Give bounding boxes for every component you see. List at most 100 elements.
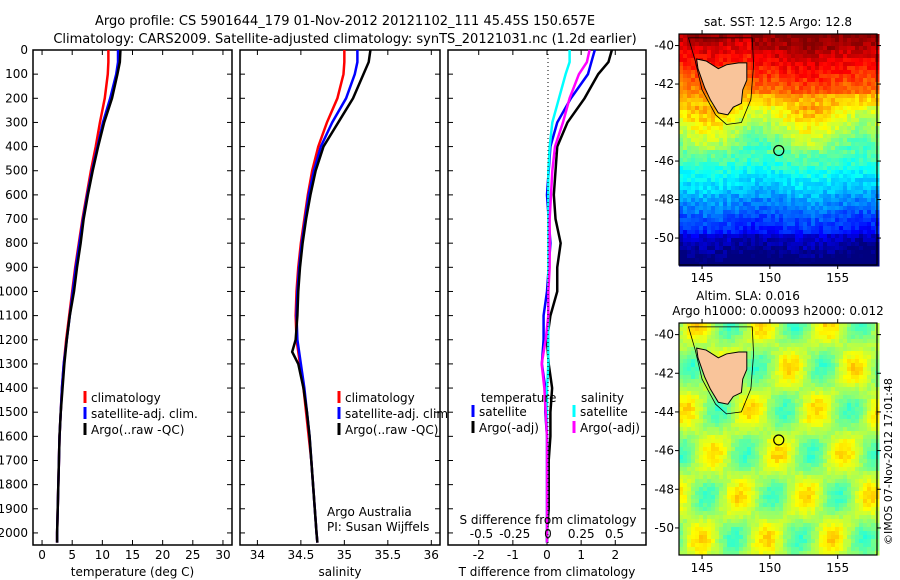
map-cell xyxy=(855,50,860,55)
map-cell xyxy=(775,262,780,267)
map-cell xyxy=(791,343,796,348)
map-cell xyxy=(859,102,864,107)
map-cell xyxy=(867,82,872,87)
map-cell xyxy=(839,182,844,187)
map-cell xyxy=(835,343,840,348)
map-cell xyxy=(835,258,840,263)
figure-title-line1: Argo profile: CS 5901644_179 01-Nov-2012… xyxy=(95,14,595,29)
map-cell xyxy=(823,206,828,211)
map-cell xyxy=(763,158,768,163)
map-cell xyxy=(823,415,828,420)
map-cell xyxy=(691,254,696,259)
map-cell xyxy=(775,230,780,235)
map-cell xyxy=(755,399,760,404)
map-cell xyxy=(723,447,728,452)
map-cell xyxy=(851,46,856,51)
map-cell xyxy=(835,447,840,452)
map-cell xyxy=(755,34,760,39)
map-cell xyxy=(679,250,684,255)
map-cell xyxy=(787,343,792,348)
map-cell xyxy=(687,130,692,135)
map-cell xyxy=(739,419,744,424)
map-cell xyxy=(799,62,804,67)
map-cell xyxy=(859,202,864,207)
map-cell xyxy=(739,339,744,344)
map-cell xyxy=(719,467,724,472)
map-cell xyxy=(783,74,788,79)
map-cell xyxy=(795,423,800,428)
map-cell xyxy=(835,42,840,47)
map-cell xyxy=(679,363,684,368)
map-cell xyxy=(687,46,692,51)
map-cell xyxy=(799,250,804,255)
map-cell xyxy=(739,194,744,199)
map-cell xyxy=(831,258,836,263)
map-cell xyxy=(711,150,716,155)
map-cell xyxy=(819,391,824,396)
map-cell xyxy=(687,415,692,420)
map-cell xyxy=(827,202,832,207)
map-cell xyxy=(831,126,836,131)
map-cell xyxy=(691,407,696,412)
map-cell xyxy=(815,383,820,388)
map-cell xyxy=(819,451,824,456)
map-cell xyxy=(771,42,776,47)
map-cell xyxy=(835,222,840,227)
map-cell xyxy=(731,403,736,408)
map-cell xyxy=(683,351,688,356)
map-cell xyxy=(787,423,792,428)
map-cell xyxy=(703,202,708,207)
map-cell xyxy=(751,150,756,155)
map-cell xyxy=(739,198,744,203)
map-cell xyxy=(783,122,788,127)
map-cell xyxy=(871,190,876,195)
map-cell xyxy=(743,174,748,179)
map-cell xyxy=(831,42,836,47)
map-cell xyxy=(683,383,688,388)
map-cell xyxy=(787,78,792,83)
map-cell xyxy=(823,222,828,227)
map-cell xyxy=(783,222,788,227)
map-cell xyxy=(807,218,812,223)
map-cell xyxy=(759,447,764,452)
map-cell xyxy=(719,222,724,227)
map-cell xyxy=(827,70,832,75)
map-cell xyxy=(771,347,776,352)
map-cell xyxy=(863,399,868,404)
map-cell xyxy=(839,262,844,267)
map-cell xyxy=(687,70,692,75)
map-cell xyxy=(871,343,876,348)
map-cell xyxy=(691,327,696,332)
map-cell xyxy=(715,451,720,456)
map-cell xyxy=(703,230,708,235)
map-cell xyxy=(759,407,764,412)
map-cell xyxy=(787,206,792,211)
map-cell xyxy=(855,459,860,464)
map-cell xyxy=(827,186,832,191)
map-cell xyxy=(803,419,808,424)
y-tick-label: 900 xyxy=(5,260,28,274)
map-cell xyxy=(799,218,804,223)
map-cell xyxy=(751,411,756,416)
map-cell xyxy=(859,323,864,328)
map-cell xyxy=(799,327,804,332)
map-cell xyxy=(743,230,748,235)
map-cell xyxy=(767,146,772,151)
map-cell xyxy=(863,435,868,440)
map-cell xyxy=(735,106,740,111)
map-cell xyxy=(723,126,728,131)
y-tick-label: 300 xyxy=(5,115,28,129)
map-cell xyxy=(763,383,768,388)
map-cell xyxy=(839,50,844,55)
map-cell xyxy=(771,250,776,255)
map-cell xyxy=(855,58,860,63)
map-cell xyxy=(683,427,688,432)
map-cell xyxy=(807,439,812,444)
map-cell xyxy=(763,447,768,452)
map-cell xyxy=(735,439,740,444)
map-cell xyxy=(763,90,768,95)
map-cell xyxy=(775,363,780,368)
map-cell xyxy=(799,114,804,119)
map-cell xyxy=(755,178,760,183)
map-cell xyxy=(827,218,832,223)
